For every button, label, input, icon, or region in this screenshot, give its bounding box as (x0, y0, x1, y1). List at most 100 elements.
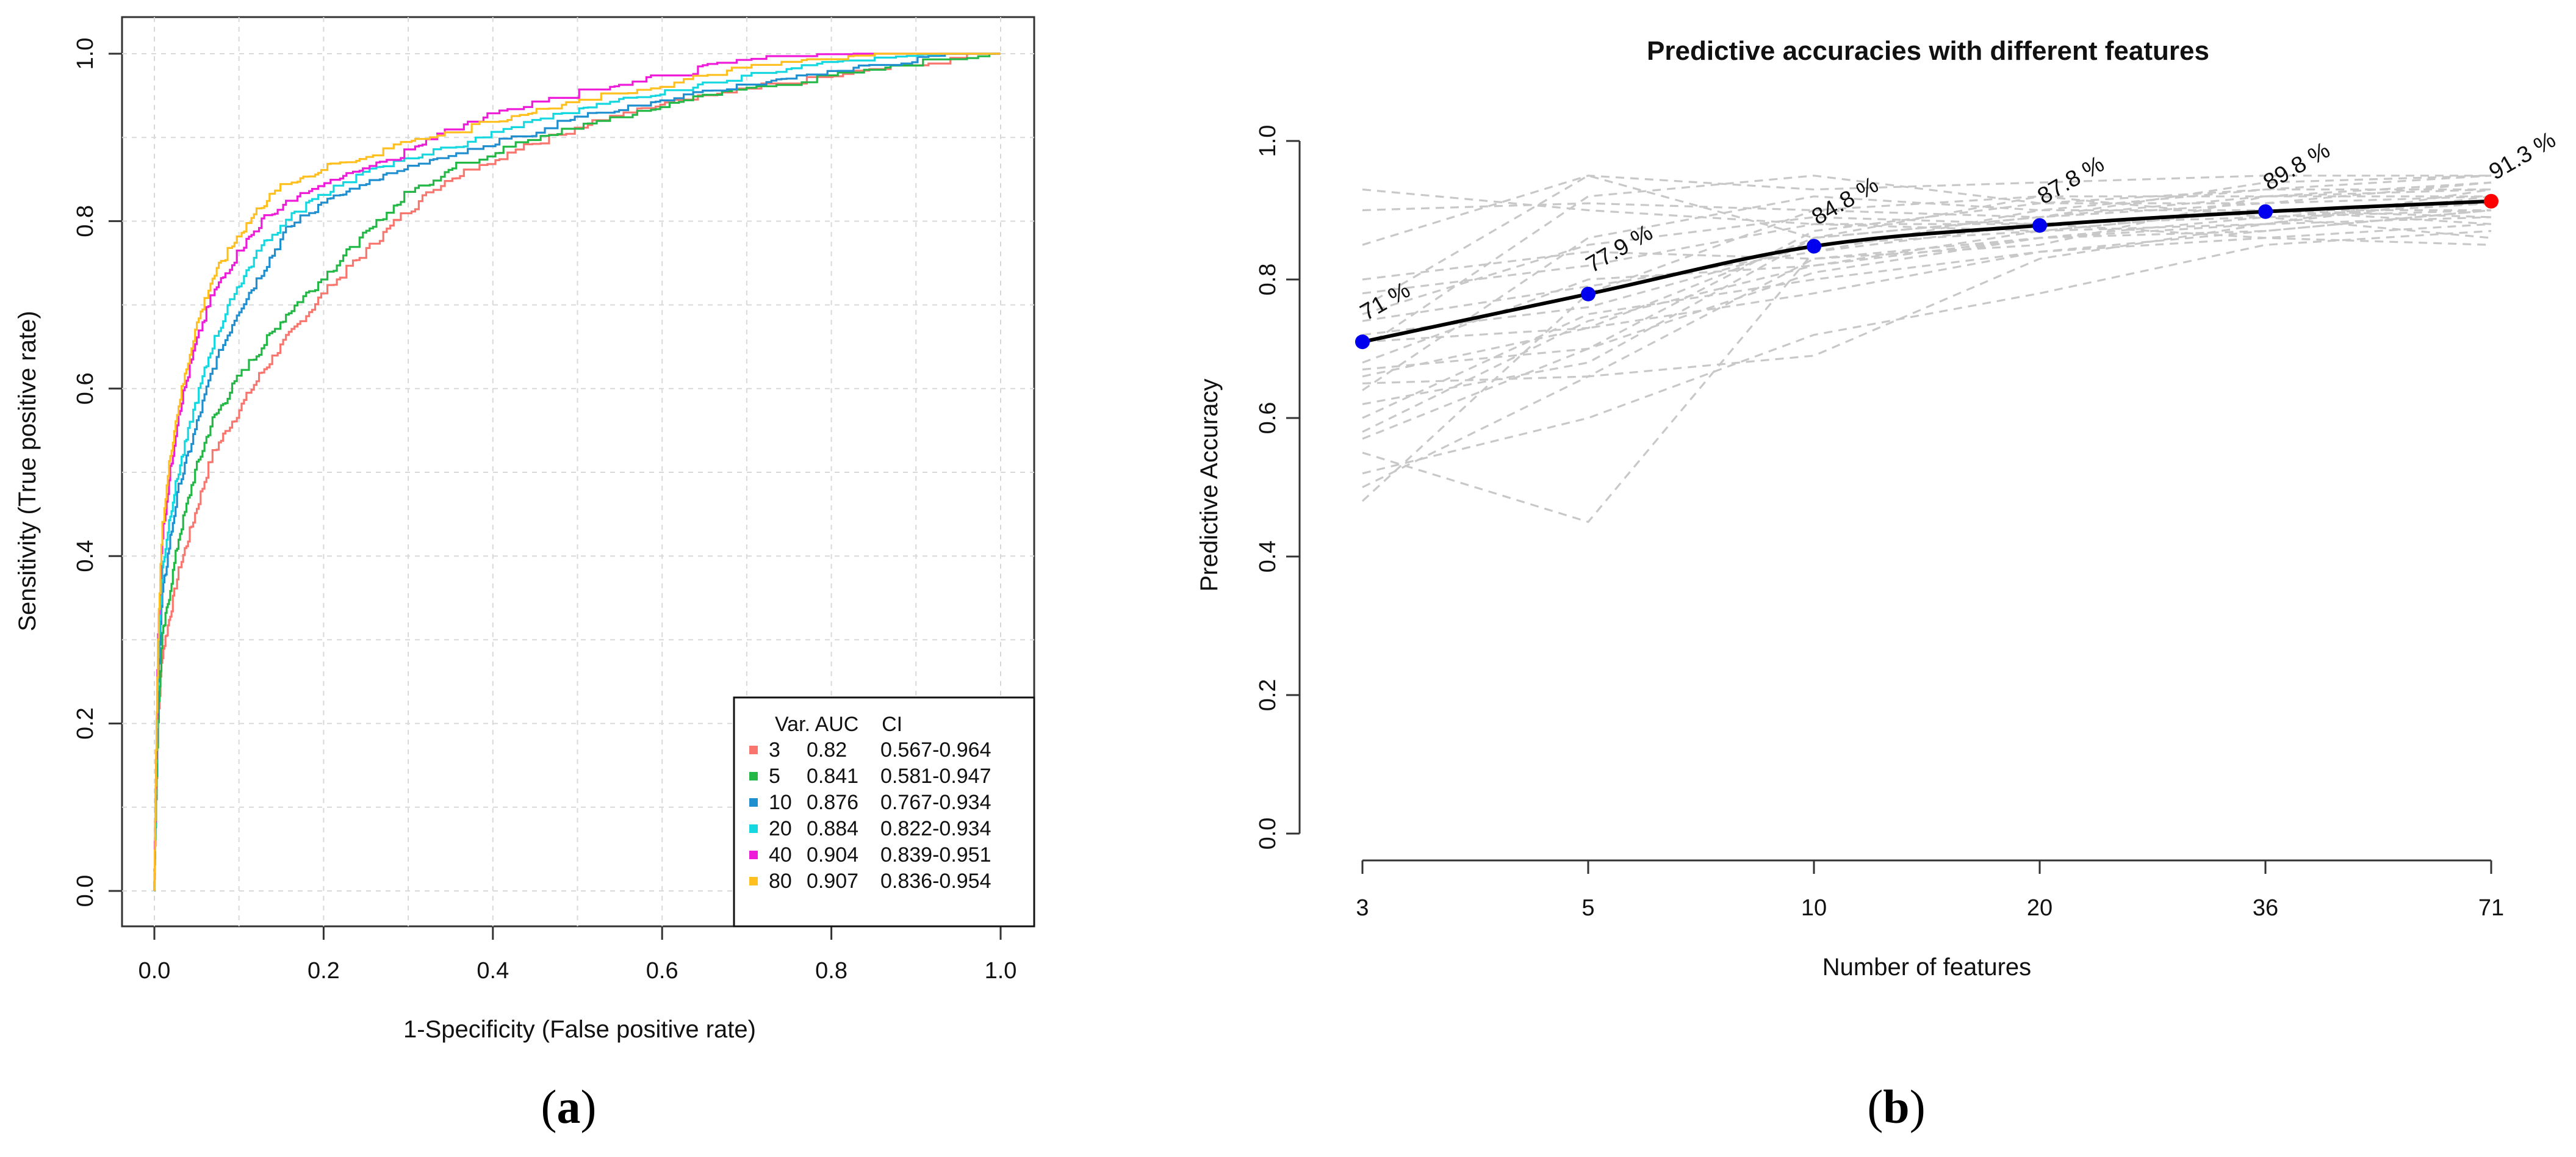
roc-chart: 0.0 0.2 0.4 0.6 0.8 1.0 0.0 0.2 0.4 0.6 0.8 1.0 1-S… (14, 16, 1035, 1043)
accuracy-background-line (1362, 229, 2492, 475)
panel-label-a: (a) (541, 1080, 597, 1133)
accuracy-background-line (1362, 216, 2492, 315)
accuracy-chart-title: Predictive accuracies with different fea… (1647, 36, 2209, 66)
roc-y-tick-label: 0.2 (73, 707, 98, 740)
accuracy-y-tick-label: 1.0 (1255, 125, 1281, 157)
accuracy-x-tick-label: 5 (1581, 895, 1594, 921)
accuracy-point-3 (1355, 334, 1370, 350)
accuracy-point-71 (2484, 193, 2499, 209)
roc-legend-swatch-20 (749, 824, 758, 833)
accuracy-background-line (1362, 195, 2492, 488)
roc-curve-80 (153, 52, 1001, 891)
accuracy-background-line (1362, 209, 2492, 364)
roc-axes: 0.0 0.2 0.4 0.6 0.8 1.0 0.0 0.2 0.4 0.6 0.8 1.0 (73, 38, 1016, 984)
roc-y-tick-label: 0.8 (73, 205, 98, 237)
roc-legend-auc: 0.841 (807, 765, 858, 788)
roc-legend-auc: 0.904 (807, 843, 858, 867)
roc-curve-3 (153, 52, 1001, 891)
accuracy-background-line (1362, 195, 2491, 218)
accuracy-background-line (1362, 181, 2492, 384)
accuracy-background-line (1362, 188, 2492, 336)
accuracy-point-label: 84.8 % (1808, 172, 1883, 231)
accuracy-x-tick-label: 10 (1801, 895, 1827, 921)
accuracy-x-tick-label: 20 (2027, 895, 2053, 921)
accuracy-y-axis-title: Predictive Accuracy (1196, 378, 1223, 591)
roc-x-tick-label: 0.4 (477, 958, 509, 984)
roc-x-tick-label: 0.2 (308, 958, 340, 984)
roc-y-axis-title: Sensitivity (True positive rate) (14, 311, 41, 631)
roc-legend-auc: 0.876 (807, 791, 858, 814)
accuracy-y-tick-label: 0.6 (1255, 402, 1281, 434)
accuracy-background-line (1362, 223, 2492, 419)
roc-legend-auc: 0.82 (807, 738, 847, 762)
accuracy-background-line (1362, 209, 2492, 433)
accuracy-x-tick-label: 36 (2253, 895, 2278, 921)
accuracy-point-label: 77.9 % (1582, 220, 1657, 278)
accuracy-point-label: 87.8 % (2034, 151, 2109, 210)
roc-legend-var: 80 (769, 870, 792, 893)
accuracy-background-line (1362, 195, 2492, 343)
roc-x-tick-label: 0.6 (646, 958, 678, 984)
roc-legend-ci: 0.567-0.964 (880, 738, 991, 762)
accuracy-x-axis-title: Number of features (1822, 954, 2031, 981)
accuracy-background-line (1362, 216, 2492, 281)
accuracy-background-line (1362, 175, 2492, 350)
roc-legend-ci: 0.767-0.934 (880, 791, 991, 814)
accuracy-y-tick-label: 0.4 (1255, 541, 1281, 573)
roc-legend-var: 40 (769, 843, 792, 867)
roc-legend-var: 10 (769, 791, 792, 814)
accuracy-background-line (1362, 202, 2492, 524)
accuracy-chart: Predictive accuracies with different fea… (1196, 36, 2560, 981)
roc-x-tick-label: 0.8 (815, 958, 847, 984)
accuracy-background-line (1362, 209, 2492, 322)
accuracy-background-line (1362, 175, 2492, 440)
roc-legend-header: Var. AUC CI (775, 713, 902, 736)
accuracy-point-10 (1807, 239, 1821, 254)
accuracy-x-tick-label: 71 (2478, 895, 2504, 921)
accuracy-background-line (1362, 175, 2491, 246)
accuracy-background-line (1362, 188, 2492, 405)
roc-legend-swatch-3 (749, 746, 758, 754)
accuracy-background-line (1361, 195, 2492, 502)
accuracy-point-label: 71 % (1356, 277, 1415, 326)
accuracy-background-line (1362, 188, 2491, 391)
roc-y-tick-label: 0.6 (73, 372, 98, 405)
accuracy-background-lines (1361, 175, 2492, 524)
roc-curve-10 (153, 52, 1001, 891)
accuracy-y-tick-label: 0.8 (1255, 264, 1281, 296)
accuracy-axes: 0.0 0.2 0.4 0.6 0.8 1.0 3 5 10 20 36 71 (1255, 125, 2504, 921)
accuracy-x-tick-label: 3 (1356, 895, 1369, 921)
accuracy-y-tick-label: 0.0 (1255, 818, 1281, 850)
roc-legend-auc: 0.884 (807, 817, 858, 840)
roc-x-tick-label: 1.0 (985, 958, 1017, 984)
roc-y-tick-label: 1.0 (73, 38, 98, 70)
accuracy-mean-line (1362, 199, 2492, 344)
accuracy-background-line (1362, 175, 2492, 308)
roc-legend: Var. AUC CI 3 0.82 0.567-0.964 5 0.841 0.581-… (733, 696, 1035, 928)
accuracy-background-line (1362, 209, 2492, 378)
roc-legend-swatch-10 (749, 798, 758, 807)
roc-legend-ci: 0.839-0.951 (880, 843, 991, 867)
roc-legend-swatch-40 (749, 851, 758, 859)
accuracy-y-tick-label: 0.2 (1255, 679, 1281, 712)
roc-legend-swatch-5 (749, 772, 758, 780)
panel-label-b: (b) (1867, 1080, 1925, 1133)
roc-legend-auc: 0.907 (807, 870, 858, 893)
accuracy-point-label: 91.3 % (2485, 127, 2560, 186)
roc-legend-ci: 0.822-0.934 (880, 817, 991, 840)
roc-y-tick-label: 0.0 (73, 875, 98, 907)
roc-legend-swatch-80 (749, 877, 758, 885)
roc-legend-var: 3 (769, 738, 780, 762)
accuracy-point-20 (2032, 218, 2047, 233)
roc-legend-var: 20 (769, 817, 792, 840)
roc-x-tick-label: 0.0 (139, 958, 171, 984)
roc-legend-box (733, 696, 1035, 928)
roc-curve-40 (153, 52, 1001, 891)
roc-curve-20 (153, 52, 1001, 891)
accuracy-point-36 (2258, 204, 2273, 219)
roc-y-tick-label: 0.4 (73, 540, 98, 572)
roc-curves (153, 52, 1001, 892)
roc-legend-ci: 0.836-0.954 (880, 870, 991, 893)
roc-legend-ci: 0.581-0.947 (880, 765, 991, 788)
